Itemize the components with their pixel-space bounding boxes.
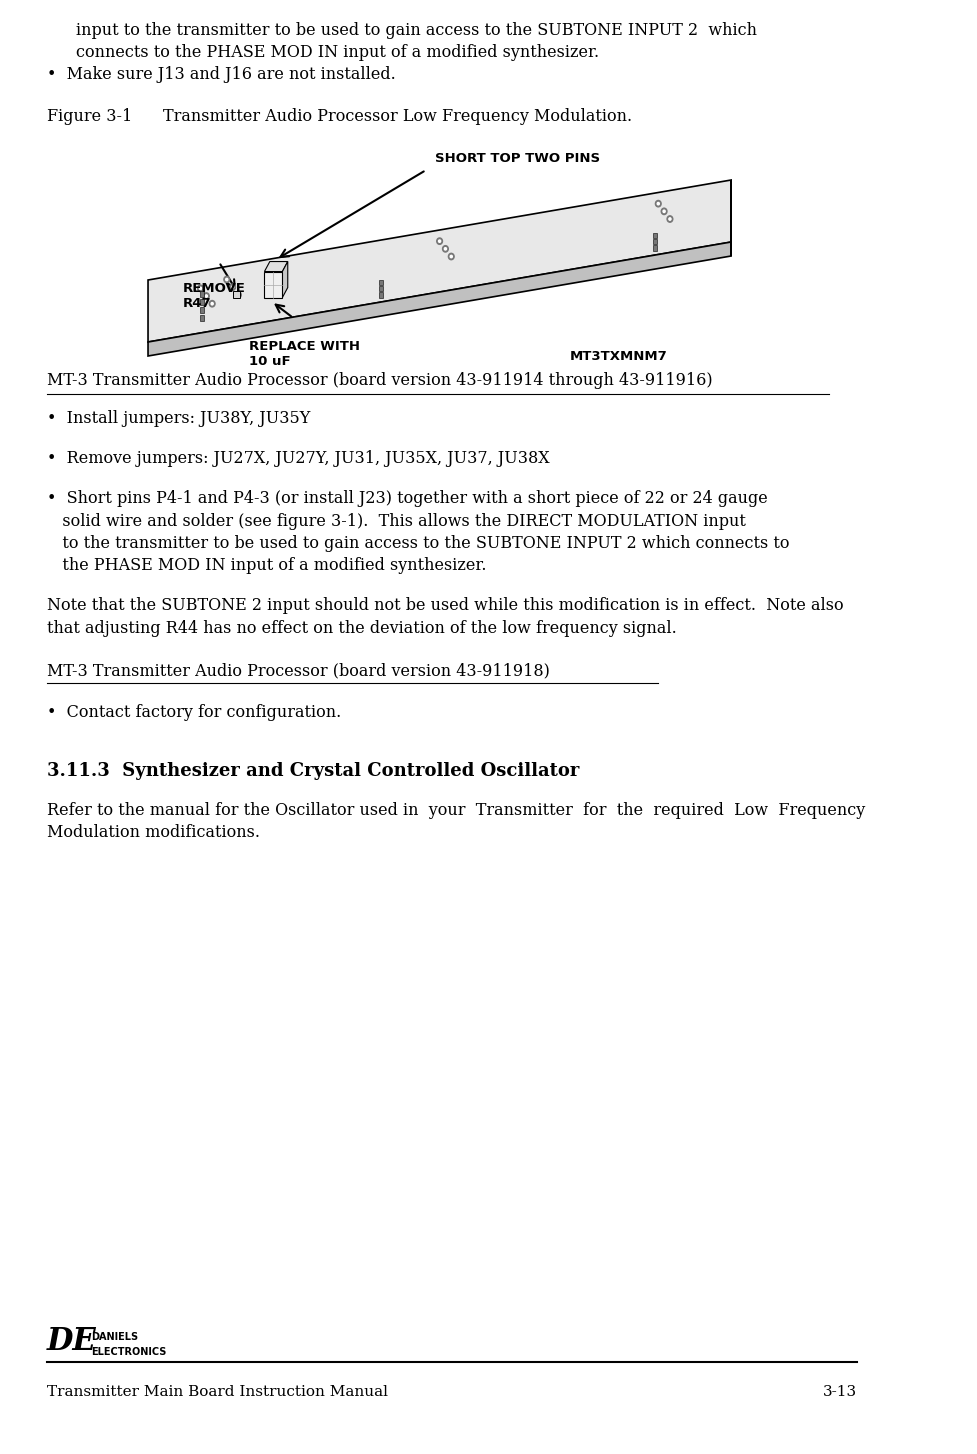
Text: REMOVE
R47: REMOVE R47: [183, 282, 245, 310]
Text: REPLACE WITH
10 uF: REPLACE WITH 10 uF: [248, 340, 360, 368]
Text: MT3TXMNM7: MT3TXMNM7: [569, 350, 666, 364]
Circle shape: [199, 286, 201, 289]
Text: input to the transmitter to be used to gain access to the SUBTONE INPUT 2  which: input to the transmitter to be used to g…: [76, 22, 756, 39]
Text: Note that the SUBTONE 2 input should not be used while this modification is in e: Note that the SUBTONE 2 input should not…: [47, 598, 842, 615]
Polygon shape: [199, 307, 203, 313]
Text: Refer to the manual for the Oscillator used in  your  Transmitter  for  the  req: Refer to the manual for the Oscillator u…: [47, 803, 864, 819]
Text: •  Contact factory for configuration.: • Contact factory for configuration.: [47, 704, 341, 721]
Circle shape: [197, 285, 203, 292]
Circle shape: [203, 292, 209, 300]
Circle shape: [668, 218, 670, 220]
Circle shape: [662, 211, 664, 212]
Polygon shape: [148, 241, 731, 356]
Circle shape: [235, 292, 241, 298]
Text: solid wire and solder (see figure 3-1).  This allows the DIRECT MODULATION input: solid wire and solder (see figure 3-1). …: [47, 512, 744, 529]
Polygon shape: [148, 180, 731, 342]
Circle shape: [447, 253, 453, 260]
Circle shape: [437, 238, 442, 244]
Text: DE: DE: [47, 1326, 97, 1357]
Circle shape: [666, 215, 672, 222]
Circle shape: [449, 256, 452, 257]
Text: •  Remove jumpers: JU27X, JU27Y, JU31, JU35X, JU37, JU38X: • Remove jumpers: JU27X, JU27Y, JU31, JU…: [47, 449, 549, 467]
Text: Figure 3-1      Transmitter Audio Processor Low Frequency Modulation.: Figure 3-1 Transmitter Audio Processor L…: [47, 108, 631, 125]
Text: •  Make sure J13 and J16 are not installed.: • Make sure J13 and J16 are not installe…: [47, 65, 395, 83]
Polygon shape: [653, 246, 656, 250]
Text: Modulation modifications.: Modulation modifications.: [47, 824, 259, 842]
Polygon shape: [378, 286, 382, 291]
Circle shape: [657, 202, 658, 205]
Text: MT-3 Transmitter Audio Processor (board version 43-911914 through 43-911916): MT-3 Transmitter Audio Processor (board …: [47, 372, 711, 390]
Circle shape: [660, 208, 666, 215]
Circle shape: [444, 247, 446, 250]
Text: 3.11.3  Synthesizer and Crystal Controlled Oscillator: 3.11.3 Synthesizer and Crystal Controlle…: [47, 762, 578, 779]
Polygon shape: [653, 233, 656, 238]
Polygon shape: [199, 291, 203, 297]
Text: Transmitter Main Board Instruction Manual: Transmitter Main Board Instruction Manua…: [47, 1386, 387, 1399]
Circle shape: [443, 246, 447, 252]
Polygon shape: [199, 298, 203, 304]
Text: DANIELS: DANIELS: [92, 1332, 139, 1342]
Text: 3-13: 3-13: [822, 1386, 856, 1399]
Polygon shape: [264, 272, 282, 298]
Polygon shape: [378, 281, 382, 285]
Polygon shape: [234, 291, 239, 298]
Circle shape: [211, 302, 213, 305]
Text: connects to the PHASE MOD IN input of a modified synthesizer.: connects to the PHASE MOD IN input of a …: [76, 44, 599, 61]
Text: MT-3 Transmitter Audio Processor (board version 43-911918): MT-3 Transmitter Audio Processor (board …: [47, 662, 549, 679]
Circle shape: [237, 294, 239, 297]
Circle shape: [226, 278, 228, 281]
Circle shape: [224, 276, 230, 282]
Circle shape: [655, 201, 660, 206]
Circle shape: [209, 301, 215, 307]
Text: SHORT TOP TWO PINS: SHORT TOP TWO PINS: [435, 153, 600, 164]
Text: to the transmitter to be used to gain access to the SUBTONE INPUT 2 which connec: to the transmitter to be used to gain ac…: [47, 535, 788, 553]
Polygon shape: [264, 262, 287, 272]
Circle shape: [438, 240, 441, 243]
Polygon shape: [199, 314, 203, 321]
Text: •  Short pins P4-1 and P4-3 (or install J23) together with a short piece of 22 o: • Short pins P4-1 and P4-3 (or install J…: [47, 490, 767, 507]
Circle shape: [230, 284, 235, 291]
Text: that adjusting R44 has no effect on the deviation of the low frequency signal.: that adjusting R44 has no effect on the …: [47, 619, 676, 637]
Text: •  Install jumpers: JU38Y, JU35Y: • Install jumpers: JU38Y, JU35Y: [47, 410, 310, 427]
Polygon shape: [653, 238, 656, 244]
Circle shape: [232, 286, 234, 288]
Text: ELECTRONICS: ELECTRONICS: [92, 1346, 167, 1357]
Circle shape: [205, 295, 207, 297]
Polygon shape: [378, 292, 382, 298]
Text: the PHASE MOD IN input of a modified synthesizer.: the PHASE MOD IN input of a modified syn…: [47, 557, 486, 574]
Polygon shape: [282, 262, 287, 298]
